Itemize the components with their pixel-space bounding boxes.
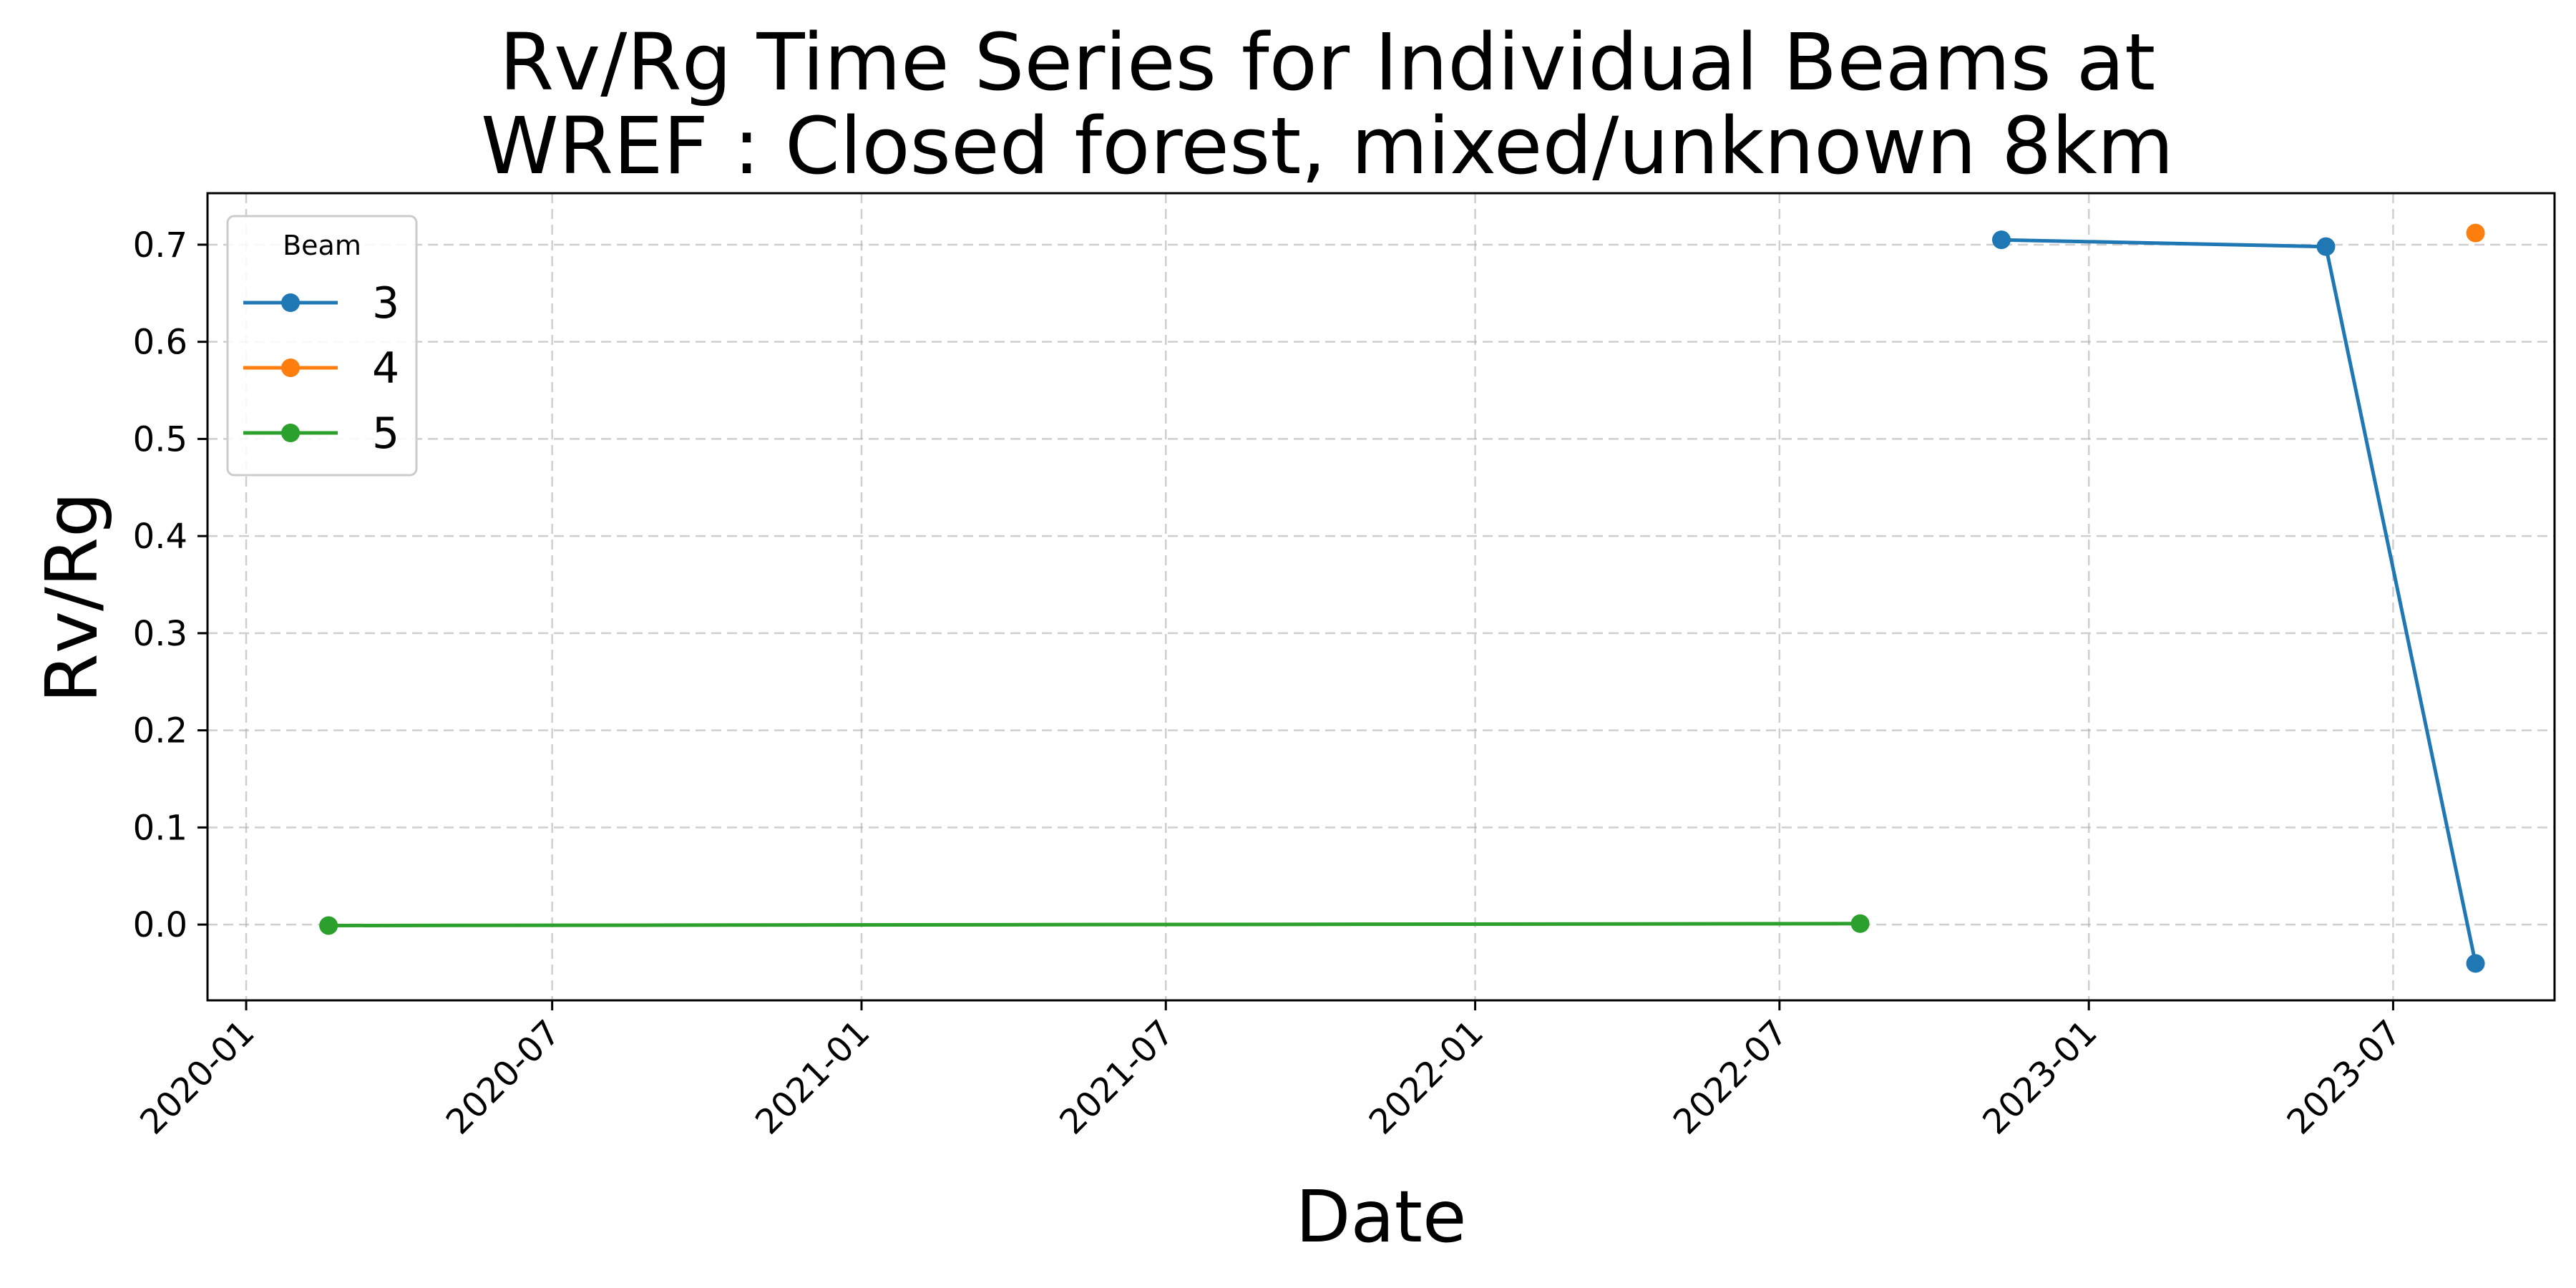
x-tick-label: 2020-07 xyxy=(439,1013,568,1142)
y-tick-label: 0.1 xyxy=(133,808,187,848)
series-5-line xyxy=(328,922,1860,927)
grid-lines xyxy=(208,193,2555,1000)
series-3-point xyxy=(2466,954,2485,973)
y-tick-label: 0.0 xyxy=(133,905,187,945)
y-tick-label: 0.7 xyxy=(133,225,187,265)
x-tick-label: 2023-07 xyxy=(2280,1013,2409,1142)
y-axis-ticks: 0.0 0.1 0.2 0.3 0.4 0.5 0.6 0.7 xyxy=(133,225,208,945)
x-tick-label: 2023-01 xyxy=(1975,1013,2104,1142)
series-3-point xyxy=(2316,237,2336,256)
y-tick-label: 0.5 xyxy=(133,419,187,459)
series-lines xyxy=(328,238,2478,964)
series-5-point xyxy=(1850,914,1870,933)
x-tick-label: 2022-01 xyxy=(1362,1013,1491,1142)
x-tick-label: 2020-01 xyxy=(132,1013,262,1142)
legend-label: 4 xyxy=(372,343,399,394)
legend-label: 5 xyxy=(372,409,399,459)
legend-entries: 3 4 5 xyxy=(243,278,399,459)
x-tick-label: 2021-07 xyxy=(1052,1013,1181,1142)
series-3-line xyxy=(2001,238,2478,964)
chart-title-line-2: WREF : Closed forest, mixed/unknown 8km xyxy=(481,100,2174,192)
series-points xyxy=(319,223,2485,973)
plot-area-frame xyxy=(206,192,2556,1002)
legend-box xyxy=(226,215,418,477)
y-tick-label: 0.2 xyxy=(133,711,187,751)
chart-title-line-1: Rv/Rg Time Series for Individual Beams a… xyxy=(499,16,2156,108)
series-4-point xyxy=(2466,223,2485,243)
x-tick-label: 2022-07 xyxy=(1666,1013,1795,1142)
y-tick-label: 0.3 xyxy=(133,614,187,654)
legend-label: 3 xyxy=(372,278,399,328)
x-axis-label: Date xyxy=(1295,1175,1466,1259)
legend-swatch-marker xyxy=(281,293,300,312)
y-tick-label: 0.4 xyxy=(133,517,187,557)
legend: Beam 3 4 5 xyxy=(226,215,418,477)
x-tick-label: 2021-01 xyxy=(748,1013,877,1142)
x-axis-ticks: 2020-01 2020-07 2021-01 2021-07 2022-01 2022-… xyxy=(132,1000,2409,1142)
y-tick-label: 0.6 xyxy=(133,323,187,363)
legend-swatch-marker xyxy=(281,358,300,377)
y-axis-label: Rv/Rg xyxy=(30,492,114,703)
legend-swatch-marker xyxy=(281,424,300,442)
legend-title: Beam xyxy=(283,230,361,261)
series-3-point xyxy=(1991,230,2011,250)
series-5-point xyxy=(319,916,338,935)
